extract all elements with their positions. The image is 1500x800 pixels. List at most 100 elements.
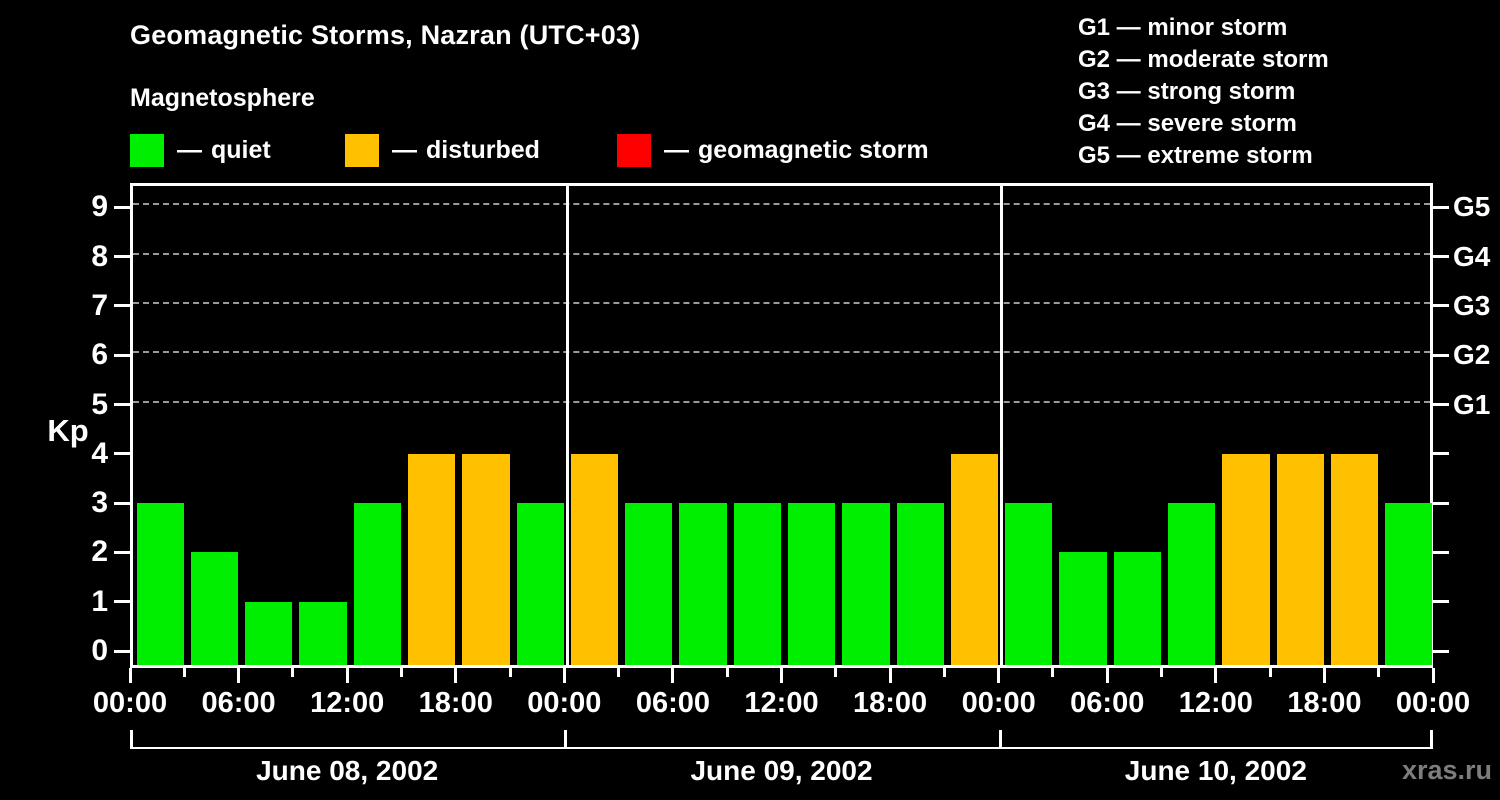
legend-item-disturbed: — disturbed <box>345 132 540 168</box>
date-label: June 10, 2002 <box>1124 755 1307 786</box>
x-axis-major-tick <box>888 668 892 683</box>
y-axis-tick <box>114 304 130 308</box>
legend-item-quiet: — quiet <box>130 132 271 168</box>
y-axis-tick <box>114 353 130 357</box>
y-axis-tick <box>114 452 130 456</box>
storm-scale-row-g1: G1 — minor storm <box>1078 14 1288 41</box>
x-axis-minor-tick <box>617 668 621 677</box>
right-axis-tick <box>1433 205 1449 209</box>
x-axis-major-tick <box>1105 668 1109 683</box>
x-axis-major-tick <box>345 668 349 683</box>
x-axis-major-tick <box>1214 668 1218 683</box>
y-tick-label: 2 <box>91 535 108 569</box>
legend-label-storm: geomagnetic storm <box>698 135 929 164</box>
storm-color-swatch <box>617 133 651 167</box>
x-axis-major-tick <box>1322 668 1326 683</box>
right-axis-tick <box>1433 452 1449 456</box>
legend-item-storm: — geomagnetic storm <box>617 132 929 168</box>
storm-scale-row-g3: G3 — strong storm <box>1078 78 1296 105</box>
storm-scale-row-g5: G5 — extreme storm <box>1078 142 1313 169</box>
x-axis-major-tick <box>128 668 132 683</box>
y-tick-label: 4 <box>91 436 108 470</box>
legend-dash: — <box>664 135 689 164</box>
y-tick-label: 8 <box>91 239 108 273</box>
x-axis-major-tick <box>1431 668 1435 683</box>
legend-dash: — <box>392 135 417 164</box>
y-axis-title: Kp <box>47 413 89 448</box>
date-bracket-tick <box>1430 730 1433 749</box>
kp-bar <box>896 503 944 665</box>
legend-label-disturbed: disturbed <box>426 135 540 164</box>
x-axis-major-tick <box>562 668 566 683</box>
y-tick-label: 7 <box>91 288 108 322</box>
kp-bar <box>1385 503 1433 665</box>
right-axis-tick <box>1433 550 1449 554</box>
right-axis-tick <box>1433 403 1449 406</box>
date-bracket-line <box>130 747 1433 749</box>
kp-bar <box>1330 453 1379 665</box>
kp-bar <box>788 503 836 665</box>
y-axis-tick <box>114 205 130 209</box>
plot-area <box>130 183 1433 668</box>
page-title: Geomagnetic Storms, Nazran (UTC+03) <box>130 20 641 50</box>
x-tick-label: 00:00 <box>1395 687 1471 719</box>
x-axis-minor-tick <box>291 668 295 677</box>
x-tick-label: 06:00 <box>635 687 710 719</box>
x-axis-minor-tick <box>182 668 186 677</box>
y-tick-label: 5 <box>91 387 108 421</box>
disturbed-color-swatch <box>345 133 379 167</box>
y-axis-tick <box>114 550 130 554</box>
kp-bar <box>516 503 564 665</box>
gridline-kp5 <box>133 400 1430 403</box>
x-tick-label: 18:00 <box>1287 687 1362 719</box>
y-tick-label: 0 <box>91 634 108 667</box>
kp-bar <box>136 503 184 665</box>
x-tick-label: 12:00 <box>1178 687 1253 719</box>
x-tick-label: 00:00 <box>92 687 168 719</box>
kp-bar <box>462 453 510 665</box>
legend-dash: — <box>177 135 202 164</box>
x-axis-major-tick <box>237 668 241 683</box>
kp-bar <box>733 503 781 665</box>
kp-bar <box>245 601 293 665</box>
y-axis-tick <box>114 255 130 259</box>
kp-bar <box>1005 503 1053 665</box>
x-axis-major-tick <box>780 668 783 683</box>
x-axis-major-tick <box>671 668 675 683</box>
x-tick-label: 12:00 <box>310 687 385 719</box>
date-label: June 09, 2002 <box>690 755 873 786</box>
storm-scale-row-g2: G2 — moderate storm <box>1078 46 1329 73</box>
right-axis-tick <box>1433 600 1449 604</box>
x-axis-minor-tick <box>508 668 512 677</box>
gridline-kp7 <box>133 301 1430 304</box>
gridline-kp6 <box>133 351 1430 354</box>
x-axis-minor-tick <box>1160 668 1164 677</box>
date-bracket-tick <box>564 730 568 749</box>
g-axis-label-g4: G4 <box>1453 240 1491 272</box>
storm-scale-row-g4: G4 — severe storm <box>1078 110 1297 137</box>
date-bracket-tick <box>998 730 1002 749</box>
y-tick-label: 3 <box>91 486 108 520</box>
kp-bar <box>842 503 890 665</box>
date-label: June 08, 2002 <box>256 755 439 786</box>
kp-bar <box>570 453 619 665</box>
y-tick-label: 6 <box>91 338 108 372</box>
x-axis-minor-tick <box>725 668 729 677</box>
right-axis-tick <box>1433 353 1449 357</box>
x-axis-major-tick <box>454 668 458 683</box>
g-axis-label-g2: G2 <box>1453 339 1491 371</box>
x-axis-minor-tick <box>1268 668 1272 677</box>
kp-bar <box>190 552 239 665</box>
kp-bar <box>1222 453 1270 665</box>
right-axis-tick <box>1433 649 1449 653</box>
y-axis-tick <box>114 403 130 406</box>
y-axis-tick <box>114 600 130 604</box>
right-axis-tick <box>1433 501 1449 505</box>
kp-bar <box>299 601 347 665</box>
x-axis-minor-tick <box>1051 668 1055 677</box>
gridline-kp9 <box>133 203 1430 206</box>
day-separator <box>1000 186 1004 665</box>
g-axis-label-g1: G1 <box>1453 388 1491 420</box>
kp-bar <box>1059 552 1107 665</box>
